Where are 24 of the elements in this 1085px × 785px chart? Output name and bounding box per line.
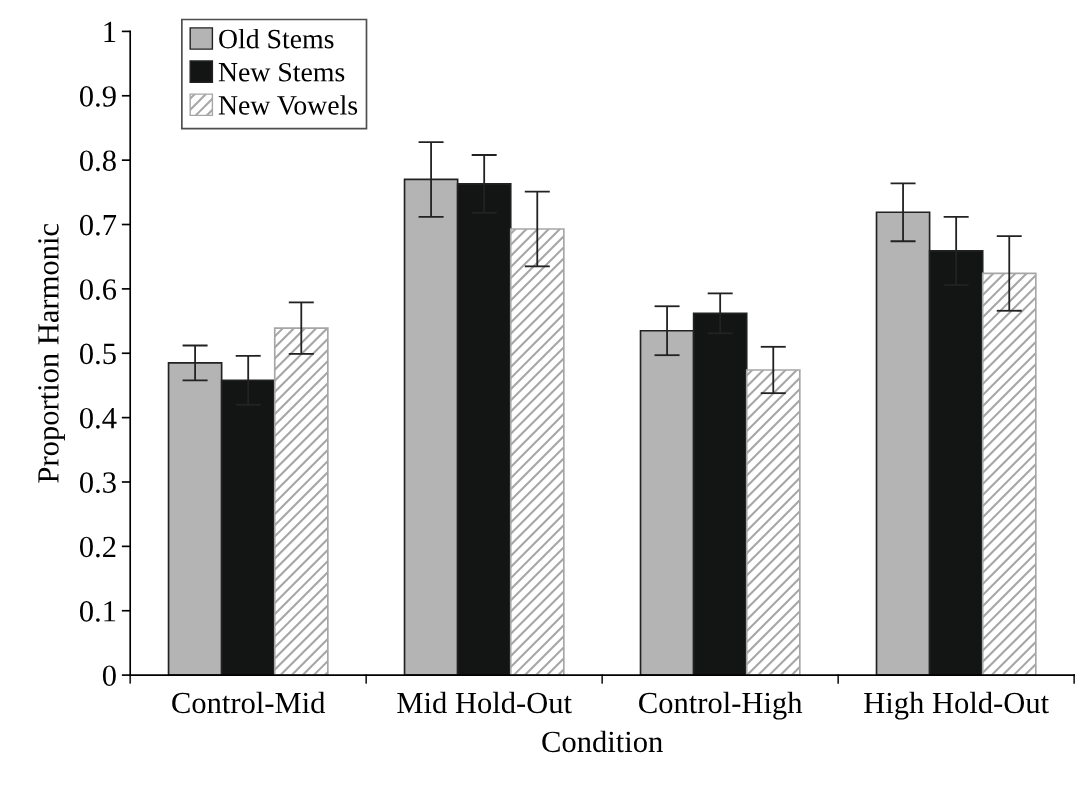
y-tick-label: 0.7 [79, 214, 117, 236]
y-tick-label: 0.4 [79, 407, 117, 429]
x-tick-label: Control-Mid [172, 691, 326, 714]
y-tick-label: 1 [104, 21, 116, 42]
bar [273, 327, 329, 676]
x-axis-title: Condition [542, 730, 663, 753]
x-tick-label: Control-High [639, 691, 803, 720]
x-tick-label: Mid Hold-Out [397, 691, 572, 714]
legend-label: New Stems [218, 62, 345, 82]
y-axis-title: Proportion Harmonic [38, 223, 65, 483]
y-tick-label: 0 [102, 665, 116, 686]
y-tick-label: 0.8 [79, 150, 116, 172]
y-tick-label: 0.2 [79, 536, 116, 558]
y-tick-label: 0.3 [79, 472, 116, 494]
legend-label: Old Stems [219, 28, 334, 49]
x-tick-label: High Hold-Out [864, 691, 1049, 720]
legend-label: New Vowels [218, 95, 358, 115]
y-tick-label: 0.1 [79, 601, 116, 622]
y-tick-label: 0.9 [79, 86, 116, 107]
y-tick-label: 0.5 [79, 343, 116, 365]
bar [509, 228, 565, 676]
y-tick-label: 0.6 [79, 279, 117, 300]
bar [981, 272, 1037, 676]
bar [745, 369, 801, 676]
